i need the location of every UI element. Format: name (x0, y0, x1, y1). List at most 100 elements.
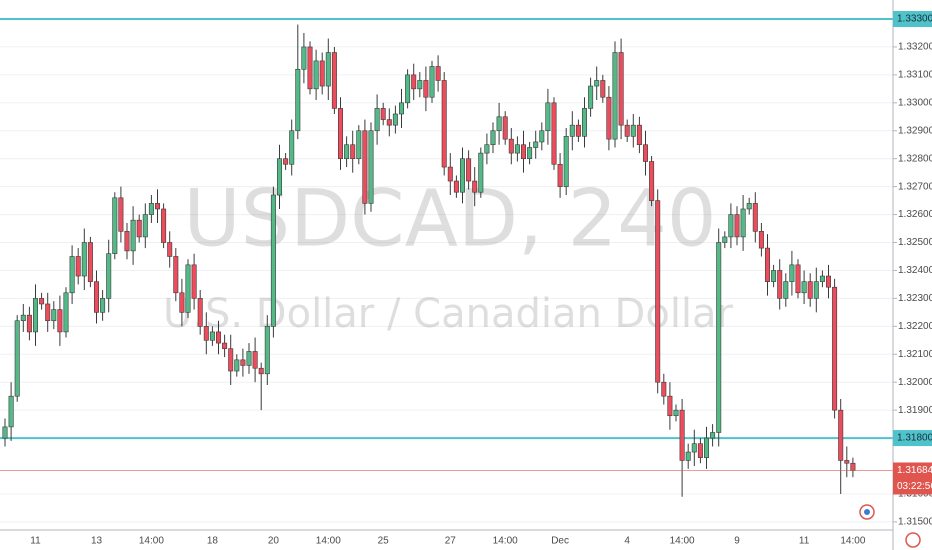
candle-body (51, 309, 57, 322)
x-tick-label: 13 (91, 536, 103, 547)
candle-body (740, 208, 746, 238)
x-tick-label: 11 (30, 536, 41, 547)
candle-body (380, 108, 386, 120)
candle-body (545, 102, 551, 132)
y-tick-label: 1.32500 (898, 237, 932, 248)
watermark-subtitle: U.S. Dollar / Canadian Dollar (163, 291, 734, 337)
last-price-box (893, 462, 932, 495)
x-tick-label: 14:00 (670, 536, 695, 547)
event-icon[interactable] (905, 532, 921, 548)
candle-body (697, 443, 703, 458)
candle-body (252, 351, 258, 369)
candle-body (673, 409, 679, 417)
candle-body (813, 281, 819, 299)
candle-body (649, 161, 655, 201)
x-tick-label: Dec (551, 536, 569, 547)
candle-body (106, 253, 112, 299)
candle-body (716, 242, 722, 433)
candle-body (75, 256, 81, 277)
x-tick-label: 14:00 (493, 536, 518, 547)
candle-body (392, 113, 398, 126)
candle-body (222, 342, 228, 349)
candle-body (362, 130, 368, 204)
x-tick-label: 14:00 (316, 536, 341, 547)
y-tick-label: 1.32800 (898, 153, 932, 164)
candle-body (337, 108, 343, 159)
candle-body (508, 138, 514, 154)
candle-body (825, 275, 831, 288)
candle-body (94, 281, 100, 313)
candle-body (667, 395, 673, 417)
candle-body (618, 52, 624, 126)
candle-body (563, 136, 569, 187)
candle-body (710, 432, 716, 439)
y-tick-label: 1.32200 (898, 321, 932, 332)
candle-body (118, 197, 124, 232)
candle-body (581, 108, 587, 137)
candle-body (87, 242, 93, 282)
candle-body (459, 158, 465, 193)
candle-body (661, 381, 667, 397)
candle-body (758, 231, 764, 249)
candle-body (423, 80, 429, 98)
x-tick-label: 18 (207, 536, 219, 547)
candle-body (148, 203, 154, 215)
x-tick-label: 27 (445, 536, 457, 547)
candle-body (331, 52, 337, 109)
y-tick-label: 1.31900 (898, 405, 932, 416)
candle-body (771, 270, 777, 282)
candle-body (691, 443, 697, 453)
candle-body (350, 144, 356, 159)
candle-body (276, 158, 282, 196)
candle-body (344, 144, 350, 159)
candle-body (600, 80, 606, 98)
candle-body (703, 437, 709, 458)
last-price-label: 1.31684 (897, 465, 932, 476)
candle-body (746, 203, 752, 210)
candle-body (630, 124, 636, 137)
candle-body (795, 264, 801, 294)
candle-body (301, 46, 307, 70)
y-tick-label: 1.32000 (898, 377, 932, 388)
candle-body (2, 426, 8, 439)
candle-body (520, 144, 526, 159)
candle-body (234, 359, 240, 372)
candle-body (258, 367, 264, 375)
event-icon-dot (864, 509, 870, 515)
candle-body (374, 108, 380, 132)
candle-body (142, 214, 148, 238)
candle-body (435, 66, 441, 81)
level-label-box (893, 430, 932, 447)
candle-body (14, 320, 20, 397)
candle-body (539, 130, 545, 143)
candle-body (69, 256, 75, 294)
candle-body (807, 281, 813, 299)
candle-body (246, 351, 252, 366)
countdown-label: 03:22:56 (897, 481, 932, 492)
candle-body (405, 74, 411, 104)
y-tick-label: 1.32600 (898, 209, 932, 220)
candle-body (490, 130, 496, 146)
candle-body (411, 74, 417, 90)
x-tick-label: 20 (268, 536, 280, 547)
candle-body (130, 219, 136, 252)
candle-body (484, 144, 490, 154)
candle-body (270, 194, 276, 327)
candle-body (722, 236, 728, 243)
candle-body (441, 80, 447, 168)
candle-body (39, 298, 45, 305)
candle-body (325, 52, 331, 87)
candle-body (398, 102, 404, 115)
candle-body (636, 124, 642, 146)
x-tick-label: 4 (624, 536, 630, 547)
y-tick-label: 1.33200 (898, 42, 932, 53)
x-tick-label: 11 (799, 536, 810, 547)
candle-body (789, 264, 795, 282)
candle-body (728, 214, 734, 238)
candle-body (551, 102, 557, 165)
candle-body (447, 166, 453, 182)
candle-body (8, 395, 14, 428)
candle-body (155, 203, 161, 210)
candle-body (514, 144, 520, 154)
y-tick-label: 1.32400 (898, 265, 932, 276)
